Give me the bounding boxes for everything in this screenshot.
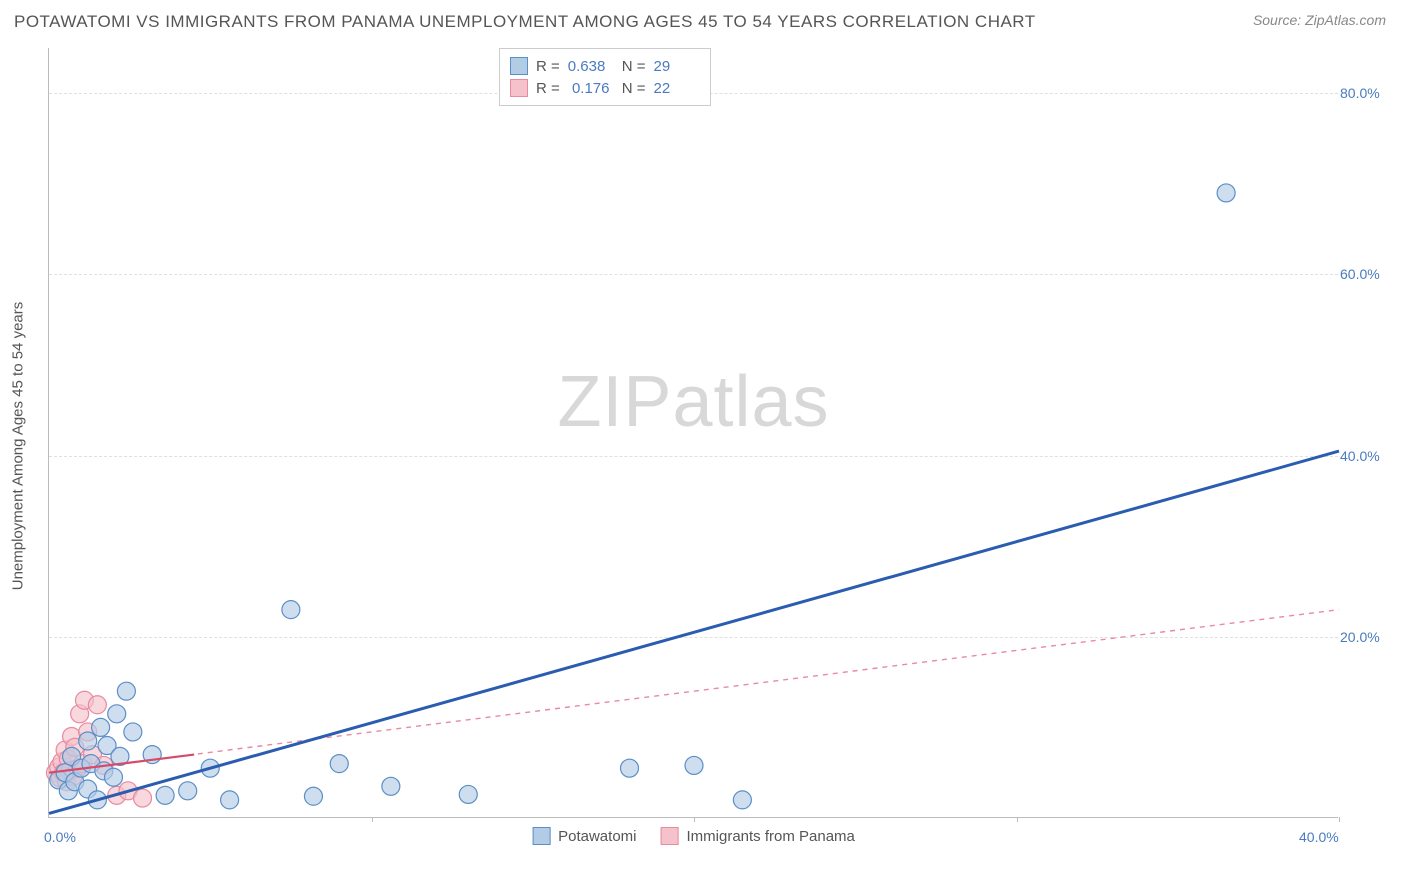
legend-item-potawatomi: Potawatomi	[532, 827, 636, 845]
data-point	[124, 723, 142, 741]
legend-label: Potawatomi	[558, 828, 636, 845]
r-label: R =	[536, 58, 560, 75]
data-point	[459, 785, 477, 803]
swatch-pink-icon	[660, 827, 678, 845]
data-point	[304, 787, 322, 805]
r-label: R =	[536, 80, 560, 97]
n-label: N =	[622, 80, 646, 97]
y-tick-label: 40.0%	[1340, 448, 1386, 464]
correlation-legend: R = 0.638 N = 29 R = 0.176 N = 22	[499, 48, 711, 106]
trend-line	[49, 610, 1339, 773]
r-value-potawatomi: 0.638	[568, 58, 614, 75]
swatch-blue-icon	[510, 57, 528, 75]
y-axis-label: Unemployment Among Ages 45 to 54 years	[10, 302, 27, 591]
n-label: N =	[622, 58, 646, 75]
scatter-svg	[49, 48, 1338, 817]
chart-title: POTAWATOMI VS IMMIGRANTS FROM PANAMA UNE…	[14, 12, 1036, 32]
x-tick-mark	[372, 817, 373, 822]
data-point	[382, 777, 400, 795]
y-tick-label: 80.0%	[1340, 85, 1386, 101]
data-point	[282, 601, 300, 619]
x-tick-label: 40.0%	[1299, 829, 1339, 845]
n-value-potawatomi: 29	[654, 58, 700, 75]
legend-row-potawatomi: R = 0.638 N = 29	[510, 55, 700, 77]
data-point	[221, 791, 239, 809]
x-tick-mark	[1339, 817, 1340, 822]
data-point	[134, 789, 152, 807]
x-tick-mark	[1017, 817, 1018, 822]
data-point	[92, 718, 110, 736]
data-point	[330, 755, 348, 773]
chart-area: ZIPatlas 20.0%40.0%60.0%80.0% R = 0.638 …	[48, 48, 1378, 818]
data-point	[88, 696, 106, 714]
legend-label: Immigrants from Panama	[686, 828, 854, 845]
series-legend: Potawatomi Immigrants from Panama	[532, 827, 855, 845]
data-point	[179, 782, 197, 800]
n-value-panama: 22	[654, 80, 700, 97]
data-point	[685, 756, 703, 774]
data-point	[156, 786, 174, 804]
data-point	[105, 768, 123, 786]
y-tick-label: 60.0%	[1340, 266, 1386, 282]
data-point	[79, 732, 97, 750]
plot-region: ZIPatlas 20.0%40.0%60.0%80.0% R = 0.638 …	[48, 48, 1338, 818]
legend-row-panama: R = 0.176 N = 22	[510, 77, 700, 99]
legend-item-panama: Immigrants from Panama	[660, 827, 854, 845]
source-label: Source: ZipAtlas.com	[1253, 12, 1386, 28]
data-point	[1217, 184, 1235, 202]
data-point	[108, 705, 126, 723]
swatch-blue-icon	[532, 827, 550, 845]
data-point	[733, 791, 751, 809]
x-tick-mark	[694, 817, 695, 822]
x-tick-label: 0.0%	[44, 829, 76, 845]
r-value-panama: 0.176	[568, 80, 614, 97]
swatch-pink-icon	[510, 79, 528, 97]
data-point	[117, 682, 135, 700]
y-tick-label: 20.0%	[1340, 629, 1386, 645]
data-point	[621, 759, 639, 777]
